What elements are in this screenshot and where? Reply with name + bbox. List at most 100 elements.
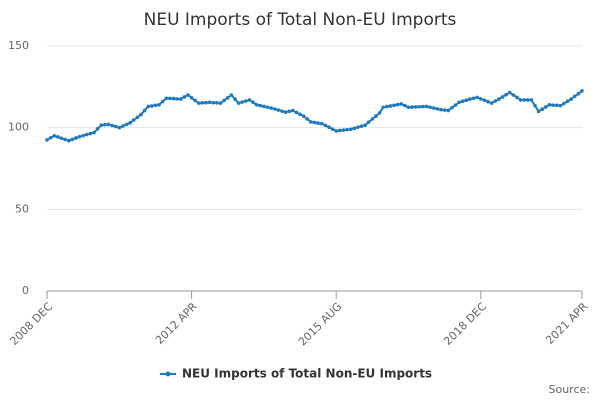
data-point: [410, 105, 414, 109]
data-point: [507, 90, 512, 95]
data-point: [468, 97, 472, 101]
data-point: [399, 102, 404, 106]
data-point: [157, 103, 161, 107]
data-point: [312, 120, 317, 125]
data-point: [395, 102, 400, 107]
data-point: [146, 104, 151, 109]
data-point: [135, 115, 140, 120]
data-point: [309, 120, 313, 124]
data-point: [319, 121, 324, 126]
data-point: [384, 104, 389, 109]
data-point: [84, 132, 89, 137]
data-point: [341, 128, 346, 132]
data-point: [218, 101, 223, 105]
data-point: [269, 106, 273, 110]
x-tick-label: 2015 AUG: [296, 300, 345, 349]
data-point: [305, 117, 310, 121]
data-point: [142, 108, 147, 113]
data-point: [352, 126, 357, 131]
x-tick-label: 2018 DEC: [441, 300, 489, 348]
data-point: [413, 105, 418, 109]
data-point: [562, 101, 566, 106]
data-point: [540, 107, 545, 112]
data-point: [240, 100, 245, 104]
data-point: [74, 136, 78, 140]
data-point: [392, 103, 396, 108]
data-point: [471, 96, 476, 101]
data-point: [475, 95, 479, 100]
data-point: [171, 96, 176, 101]
data-point: [450, 105, 454, 110]
data-point: [493, 99, 498, 103]
data-point: [478, 97, 483, 101]
x-tick-label: 2012 APR: [153, 300, 200, 347]
data-point: [215, 101, 219, 105]
data-point: [251, 100, 255, 105]
data-point: [254, 103, 259, 107]
data-point: [334, 129, 338, 133]
data-point: [338, 128, 342, 133]
data-point: [236, 101, 241, 105]
data-point: [359, 124, 364, 128]
data-point: [63, 137, 67, 142]
data-point: [189, 95, 194, 100]
data-point: [316, 121, 320, 125]
data-point: [569, 97, 573, 101]
data-point: [500, 95, 505, 99]
data-point: [464, 98, 469, 103]
data-point: [323, 123, 328, 128]
source-label: Source:: [549, 383, 591, 396]
data-point: [381, 105, 385, 110]
data-point: [178, 97, 183, 101]
data-point: [446, 108, 451, 113]
data-point: [374, 114, 378, 118]
data-point: [489, 101, 494, 105]
data-point: [56, 135, 60, 139]
data-point: [197, 101, 201, 105]
data-point: [182, 95, 187, 99]
data-point: [536, 109, 541, 114]
legend-label: NEU Imports of Total Non-EU Imports: [182, 367, 432, 381]
data-point: [525, 98, 530, 102]
data-point: [153, 103, 158, 108]
data-point: [522, 98, 526, 102]
data-point: [70, 137, 75, 142]
data-point: [453, 103, 458, 107]
data-point: [276, 108, 281, 112]
data-point: [356, 125, 360, 129]
data-point: [222, 98, 226, 103]
data-point: [200, 101, 205, 105]
data-point: [113, 124, 118, 129]
data-point: [330, 127, 335, 131]
data-point: [186, 93, 190, 97]
data-point: [298, 112, 302, 117]
data-point: [48, 135, 53, 140]
data-point: [139, 112, 143, 117]
x-tick-label: 2021 APR: [543, 300, 590, 347]
data-point: [124, 122, 129, 127]
data-point: [207, 100, 212, 105]
data-point: [439, 107, 443, 112]
data-point: [52, 134, 57, 138]
data-point: [576, 91, 581, 96]
data-point: [81, 133, 85, 138]
x-tick-label: 2008 DEC: [7, 300, 55, 348]
data-point: [515, 95, 519, 100]
data-point: [345, 127, 349, 132]
data-point: [370, 117, 375, 121]
data-point: [497, 97, 501, 101]
data-point: [175, 97, 179, 101]
data-point: [77, 134, 82, 139]
y-tick-label: 100: [8, 121, 29, 134]
data-point: [580, 89, 584, 93]
data-point: [572, 94, 577, 99]
data-point: [388, 104, 393, 108]
data-point: [262, 104, 266, 109]
data-point: [95, 127, 100, 131]
data-point: [128, 120, 132, 125]
data-point: [92, 130, 96, 135]
data-point: [457, 100, 461, 105]
chart-title: NEU Imports of Total Non-EU Imports: [144, 10, 457, 30]
data-point: [110, 123, 114, 128]
